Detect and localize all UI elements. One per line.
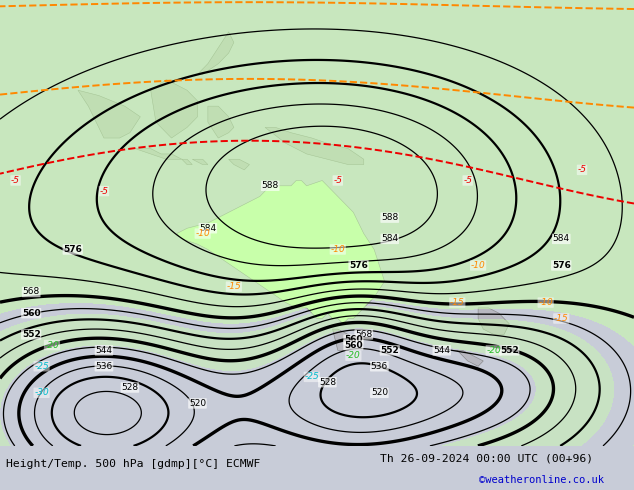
Text: 584: 584	[199, 224, 216, 233]
Text: -10: -10	[538, 298, 553, 307]
Text: -15: -15	[554, 314, 569, 323]
Text: -20: -20	[486, 346, 501, 355]
Text: 560: 560	[344, 341, 363, 349]
Text: 560: 560	[344, 335, 363, 344]
Text: 584: 584	[381, 234, 398, 244]
Text: -15: -15	[226, 282, 241, 291]
Text: 528: 528	[319, 378, 336, 387]
Text: -20: -20	[44, 341, 60, 349]
Text: 552: 552	[22, 330, 41, 339]
Text: 536: 536	[371, 362, 388, 371]
Text: -5: -5	[11, 176, 20, 185]
Text: -5: -5	[333, 176, 342, 185]
Text: 568: 568	[355, 330, 372, 339]
Polygon shape	[78, 90, 140, 138]
Text: ©weatheronline.co.uk: ©weatheronline.co.uk	[479, 475, 604, 485]
Text: -20: -20	[346, 351, 361, 360]
Polygon shape	[452, 350, 483, 367]
Text: -10: -10	[195, 229, 210, 238]
Polygon shape	[333, 329, 353, 350]
Polygon shape	[135, 148, 182, 159]
Polygon shape	[478, 308, 509, 334]
Text: 568: 568	[23, 288, 40, 296]
Text: -25: -25	[34, 362, 49, 371]
Text: 576: 576	[552, 261, 571, 270]
Text: -5: -5	[463, 176, 472, 185]
Text: 588: 588	[381, 213, 398, 222]
Text: 552: 552	[500, 346, 519, 355]
Polygon shape	[265, 127, 364, 165]
Text: 520: 520	[371, 388, 388, 397]
Text: -5: -5	[100, 187, 108, 196]
Polygon shape	[177, 180, 385, 324]
Text: Height/Temp. 500 hPa [gdmp][°C] ECMWF: Height/Temp. 500 hPa [gdmp][°C] ECMWF	[6, 459, 261, 468]
Text: 520: 520	[189, 399, 206, 408]
Text: -10: -10	[470, 261, 486, 270]
Text: -25: -25	[304, 372, 319, 381]
Text: -15: -15	[450, 298, 465, 307]
Polygon shape	[192, 159, 208, 165]
Text: 552: 552	[380, 346, 399, 355]
Text: 584: 584	[553, 234, 570, 244]
Text: 528: 528	[121, 383, 138, 392]
Text: 544: 544	[96, 346, 112, 355]
Text: 536: 536	[95, 362, 113, 371]
Text: 544: 544	[433, 346, 450, 355]
Text: -5: -5	[578, 165, 586, 174]
Text: 588: 588	[262, 181, 279, 190]
Text: 576: 576	[63, 245, 82, 254]
Text: 576: 576	[349, 261, 368, 270]
Text: -10: -10	[330, 245, 345, 254]
Text: Th 26-09-2024 00:00 UTC (00+96): Th 26-09-2024 00:00 UTC (00+96)	[380, 453, 593, 463]
Polygon shape	[229, 159, 249, 170]
Polygon shape	[197, 32, 234, 74]
Polygon shape	[182, 159, 192, 165]
Polygon shape	[151, 80, 197, 138]
Text: -30: -30	[34, 388, 49, 397]
Text: 560: 560	[22, 309, 41, 318]
Polygon shape	[208, 106, 234, 138]
